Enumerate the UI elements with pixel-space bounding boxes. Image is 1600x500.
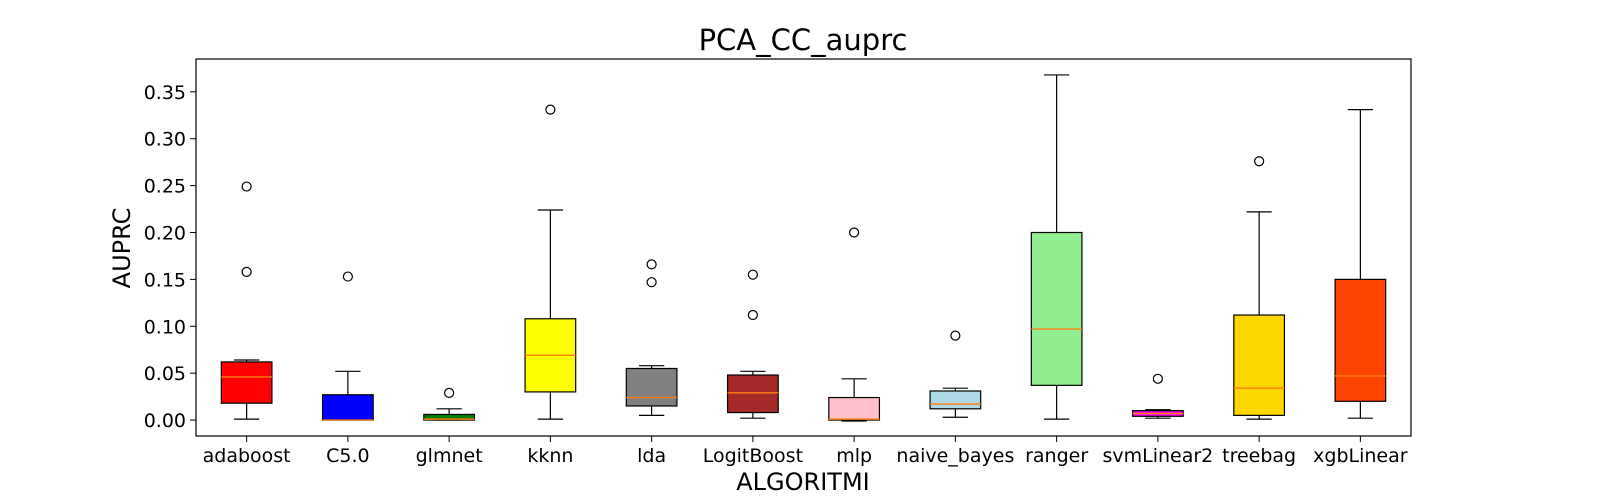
box-treebag <box>1233 156 1286 420</box>
box-svmLinear2 <box>1131 373 1184 419</box>
outlier-point <box>545 104 556 115</box>
outlier-point <box>646 259 657 270</box>
outlier-point <box>444 387 455 398</box>
x-tick-label: treebag <box>1222 445 1296 467</box>
box-kknn <box>524 104 577 420</box>
outlier-point <box>1254 156 1265 167</box>
y-tick-label: 0.05 <box>144 363 186 385</box>
box-body <box>1233 314 1286 416</box>
box-body <box>828 396 881 421</box>
outlier-point <box>1152 373 1163 384</box>
box-glmnet <box>423 387 476 421</box>
box-body <box>625 367 678 407</box>
y-tick-label: 0.20 <box>144 222 186 244</box>
x-tick-label: mlp <box>836 445 872 467</box>
box-body <box>929 390 982 410</box>
plot-frame <box>195 58 1412 437</box>
box-ranger <box>1030 74 1083 420</box>
box-LogitBoost <box>726 269 779 419</box>
y-tick-label: 0.25 <box>144 176 186 198</box>
x-tick-label: kknn <box>527 445 573 467</box>
x-tick-label: ranger <box>1025 445 1088 467</box>
outlier-point <box>241 181 252 192</box>
y-axis-label: AUPRC <box>108 208 136 289</box>
x-tick-label: naive_bayes <box>896 445 1014 467</box>
y-axis: 0.00 0.05 0.10 0.15 0.20 0.25 0.30 0.35 <box>144 82 196 432</box>
box-lda <box>625 259 678 416</box>
box-naive_bayes <box>929 330 982 418</box>
box-xgbLinear <box>1334 109 1387 419</box>
box-body <box>1030 231 1083 386</box>
x-axis: adaboost C5.0 glmnet kknn lda LogitBoost mlp na… <box>203 436 1408 467</box>
x-axis-label: ALGORITMI <box>736 468 869 496</box>
chart-title: PCA_CC_auprc <box>699 23 908 57</box>
outlier-point <box>950 330 961 341</box>
x-tick-label: C5.0 <box>326 445 369 467</box>
box-C5.0 <box>321 271 374 421</box>
y-tick-label: 0.10 <box>144 316 186 338</box>
y-tick-label: 0.30 <box>144 129 186 151</box>
x-tick-label: lda <box>637 445 666 467</box>
box-body <box>726 374 779 414</box>
plot-area <box>220 74 1387 422</box>
y-tick-label: 0.35 <box>144 82 186 104</box>
box-body <box>423 413 476 421</box>
x-tick-label: LogitBoost <box>703 445 803 467</box>
outlier-point <box>849 227 860 238</box>
outlier-point <box>342 271 353 282</box>
box-body <box>1334 278 1387 402</box>
x-tick-label: adaboost <box>203 445 291 467</box>
y-tick-label: 0.15 <box>144 269 186 291</box>
outlier-point <box>747 269 758 280</box>
box-body <box>220 361 273 404</box>
x-tick-label: xgbLinear <box>1313 445 1408 467</box>
box-mlp <box>828 227 881 422</box>
outlier-point <box>747 309 758 321</box>
x-tick-label: svmLinear2 <box>1102 445 1213 467</box>
x-tick-label: glmnet <box>416 445 483 467</box>
box-adaboost <box>220 181 273 420</box>
outlier-point <box>241 266 252 277</box>
outlier-point <box>646 277 657 288</box>
y-tick-label: 0.00 <box>144 410 186 432</box>
box-body <box>321 394 374 421</box>
